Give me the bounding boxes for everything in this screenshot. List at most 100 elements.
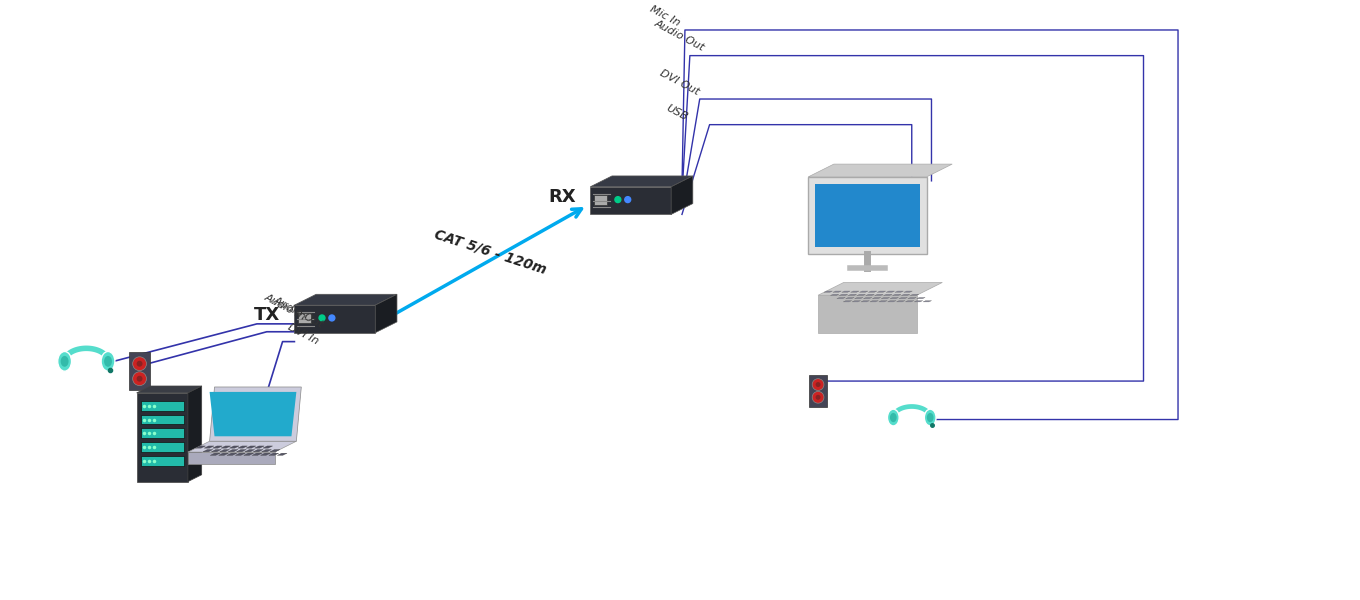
Polygon shape <box>188 441 296 452</box>
Polygon shape <box>590 176 692 187</box>
Ellipse shape <box>101 352 114 371</box>
Polygon shape <box>843 301 851 302</box>
Polygon shape <box>896 301 904 302</box>
Polygon shape <box>831 294 839 296</box>
Polygon shape <box>294 294 397 305</box>
Text: RX: RX <box>549 188 577 206</box>
Polygon shape <box>203 449 212 452</box>
Polygon shape <box>864 298 872 299</box>
Polygon shape <box>590 187 670 214</box>
Polygon shape <box>261 453 271 455</box>
Polygon shape <box>824 291 832 292</box>
Ellipse shape <box>57 352 72 371</box>
Text: DVI In: DVI In <box>287 322 321 347</box>
Polygon shape <box>877 291 885 292</box>
Polygon shape <box>228 449 238 452</box>
Text: Audio Out: Audio Out <box>272 295 325 330</box>
Circle shape <box>812 379 824 391</box>
Polygon shape <box>914 301 922 302</box>
Polygon shape <box>129 352 151 390</box>
Circle shape <box>624 197 631 203</box>
FancyBboxPatch shape <box>140 415 184 424</box>
Ellipse shape <box>889 413 896 422</box>
Polygon shape <box>245 449 254 452</box>
Polygon shape <box>196 446 205 448</box>
Polygon shape <box>881 298 889 299</box>
Polygon shape <box>220 446 231 448</box>
Polygon shape <box>861 301 869 302</box>
Polygon shape <box>227 453 237 455</box>
Polygon shape <box>252 453 262 455</box>
Ellipse shape <box>888 409 899 426</box>
Polygon shape <box>136 393 188 482</box>
Polygon shape <box>219 453 228 455</box>
Polygon shape <box>375 294 397 333</box>
Polygon shape <box>212 446 222 448</box>
Polygon shape <box>209 392 296 436</box>
Polygon shape <box>849 294 857 296</box>
Polygon shape <box>269 453 279 455</box>
Polygon shape <box>815 184 919 247</box>
Polygon shape <box>261 449 272 452</box>
Polygon shape <box>906 301 914 302</box>
Circle shape <box>320 315 325 321</box>
Polygon shape <box>854 298 864 299</box>
Polygon shape <box>211 453 220 455</box>
Polygon shape <box>294 305 375 333</box>
FancyBboxPatch shape <box>140 442 184 452</box>
Ellipse shape <box>925 409 936 426</box>
Circle shape <box>136 376 143 382</box>
Polygon shape <box>670 176 692 214</box>
Polygon shape <box>895 291 903 292</box>
Polygon shape <box>884 294 892 296</box>
Polygon shape <box>870 301 879 302</box>
Polygon shape <box>917 298 925 299</box>
Polygon shape <box>889 298 899 299</box>
Circle shape <box>329 315 335 321</box>
Polygon shape <box>842 291 850 292</box>
Polygon shape <box>271 449 280 452</box>
Text: TX: TX <box>254 306 280 324</box>
FancyBboxPatch shape <box>140 401 184 410</box>
Ellipse shape <box>61 356 68 367</box>
Polygon shape <box>277 453 287 455</box>
FancyBboxPatch shape <box>594 194 607 205</box>
Polygon shape <box>246 446 256 448</box>
Polygon shape <box>910 294 919 296</box>
Polygon shape <box>211 449 222 452</box>
Polygon shape <box>839 294 847 296</box>
Polygon shape <box>238 446 248 448</box>
Polygon shape <box>188 386 201 482</box>
Text: USB: USB <box>664 103 690 123</box>
Polygon shape <box>904 291 913 292</box>
Polygon shape <box>908 298 917 299</box>
Polygon shape <box>846 298 854 299</box>
Circle shape <box>816 382 820 387</box>
Polygon shape <box>819 295 917 333</box>
Polygon shape <box>869 291 877 292</box>
Ellipse shape <box>105 356 112 367</box>
Polygon shape <box>809 375 827 407</box>
Circle shape <box>812 391 824 403</box>
Polygon shape <box>808 164 952 177</box>
Polygon shape <box>230 446 239 448</box>
Polygon shape <box>235 453 245 455</box>
Text: Audio Out: Audio Out <box>653 18 706 53</box>
Polygon shape <box>262 446 272 448</box>
FancyBboxPatch shape <box>140 456 184 466</box>
Polygon shape <box>857 294 865 296</box>
Polygon shape <box>923 301 932 302</box>
Polygon shape <box>254 446 264 448</box>
Polygon shape <box>892 294 902 296</box>
Polygon shape <box>136 386 201 393</box>
Text: Mic In: Mic In <box>649 4 681 28</box>
Polygon shape <box>872 298 881 299</box>
FancyBboxPatch shape <box>140 428 184 438</box>
Text: CAT 5/6 - 120m: CAT 5/6 - 120m <box>432 227 548 277</box>
Ellipse shape <box>928 413 933 422</box>
Circle shape <box>615 197 620 203</box>
Polygon shape <box>237 449 246 452</box>
Polygon shape <box>188 452 275 464</box>
Circle shape <box>133 357 147 371</box>
FancyBboxPatch shape <box>298 313 311 323</box>
